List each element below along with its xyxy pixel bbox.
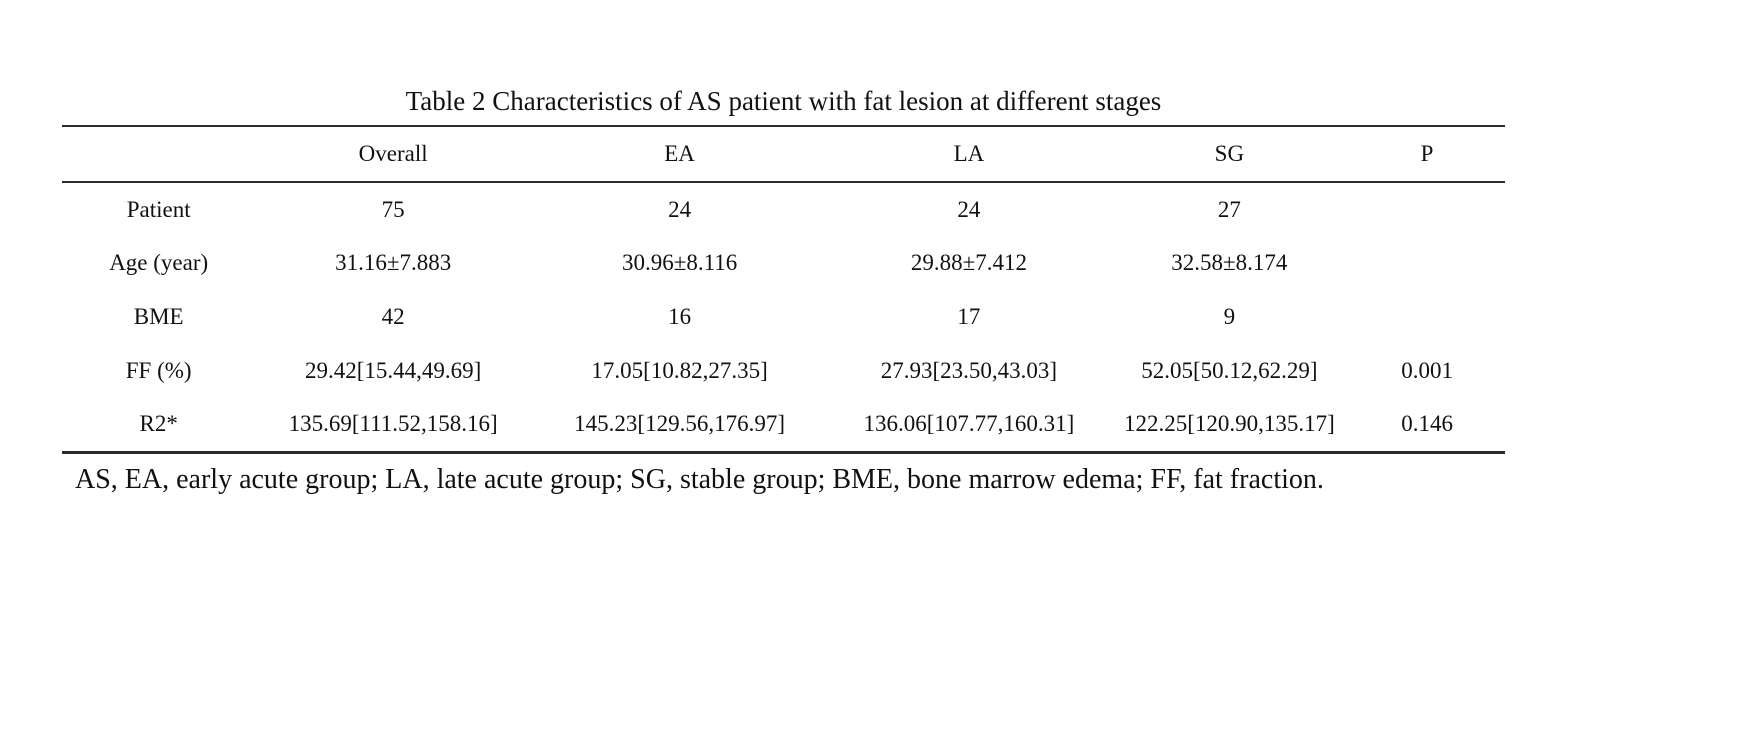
table-cell — [1349, 182, 1505, 236]
header-cell-la: LA — [953, 141, 985, 166]
table-cell: 16 — [668, 304, 692, 329]
table-cell: 17.05[10.82,27.35] — [591, 358, 768, 383]
table-cell: 0.146 — [1401, 411, 1453, 437]
header-cell-blank — [62, 126, 255, 182]
table-row-r2star: R2* 135.69[111.52,158.16] 145.23[129.56,… — [62, 398, 1505, 452]
table-cell: 24 — [957, 196, 981, 222]
table-cell — [1349, 236, 1505, 290]
row-label: R2* — [139, 411, 178, 437]
table-row-ff: FF (%) 29.42[15.44,49.69] 17.05[10.82,27… — [62, 344, 1505, 398]
table-cell: 17 — [957, 304, 981, 329]
header-row: Overall EA LA SG P — [62, 126, 1505, 182]
header-cell-p: P — [1420, 141, 1434, 166]
table-cell: 29.42[15.44,49.69] — [305, 358, 482, 383]
table-cell: 42 — [381, 304, 405, 329]
table-footnote: AS, EA, early acute group; LA, late acut… — [75, 464, 1324, 495]
table-cell: 31.16±7.883 — [335, 250, 452, 275]
table-row-bme: BME 42 16 17 9 — [62, 290, 1505, 344]
table-block: Table 2 Characteristics of AS patient wi… — [62, 84, 1505, 454]
table-cell: 122.25[120.90,135.17] — [1123, 411, 1335, 437]
table-cell: 145.23[129.56,176.97] — [574, 411, 785, 437]
table-cell: 30.96±8.116 — [621, 250, 738, 275]
table-cell: 9 — [1223, 304, 1236, 329]
row-label: Patient — [126, 196, 191, 222]
table-cell: 32.58±8.174 — [1171, 250, 1288, 275]
table-row-patient: Patient 75 24 24 27 — [62, 182, 1505, 236]
table-cell: 24 — [668, 196, 692, 222]
table-cell: 29.88±7.412 — [910, 250, 1027, 275]
table-row-age: Age (year) 31.16±7.883 30.96±8.116 29.88… — [62, 236, 1505, 290]
header-cell-ea: EA — [664, 141, 695, 166]
table-cell: 27.93[23.50,43.03] — [880, 358, 1058, 383]
table-cell: 52.05[50.12,62.29] — [1141, 358, 1318, 383]
row-label: Age (year) — [109, 250, 209, 275]
row-label: FF (%) — [125, 358, 192, 383]
header-cell-overall: Overall — [358, 141, 428, 166]
header-cell-sg: SG — [1214, 141, 1245, 166]
table-cell — [1349, 290, 1505, 344]
table-cell: 136.06[107.77,160.31] — [863, 411, 1075, 437]
table-cell: 135.69[111.52,158.16] — [288, 411, 498, 437]
table-cell: 0.001 — [1401, 358, 1453, 383]
table-cell: 27 — [1217, 196, 1241, 222]
characteristics-table: Overall EA LA SG P Patient 75 24 24 27 — [62, 125, 1505, 454]
table-title: Table 2 Characteristics of AS patient wi… — [405, 86, 1162, 116]
row-label: BME — [133, 304, 184, 329]
table-cell: 75 — [381, 196, 405, 222]
